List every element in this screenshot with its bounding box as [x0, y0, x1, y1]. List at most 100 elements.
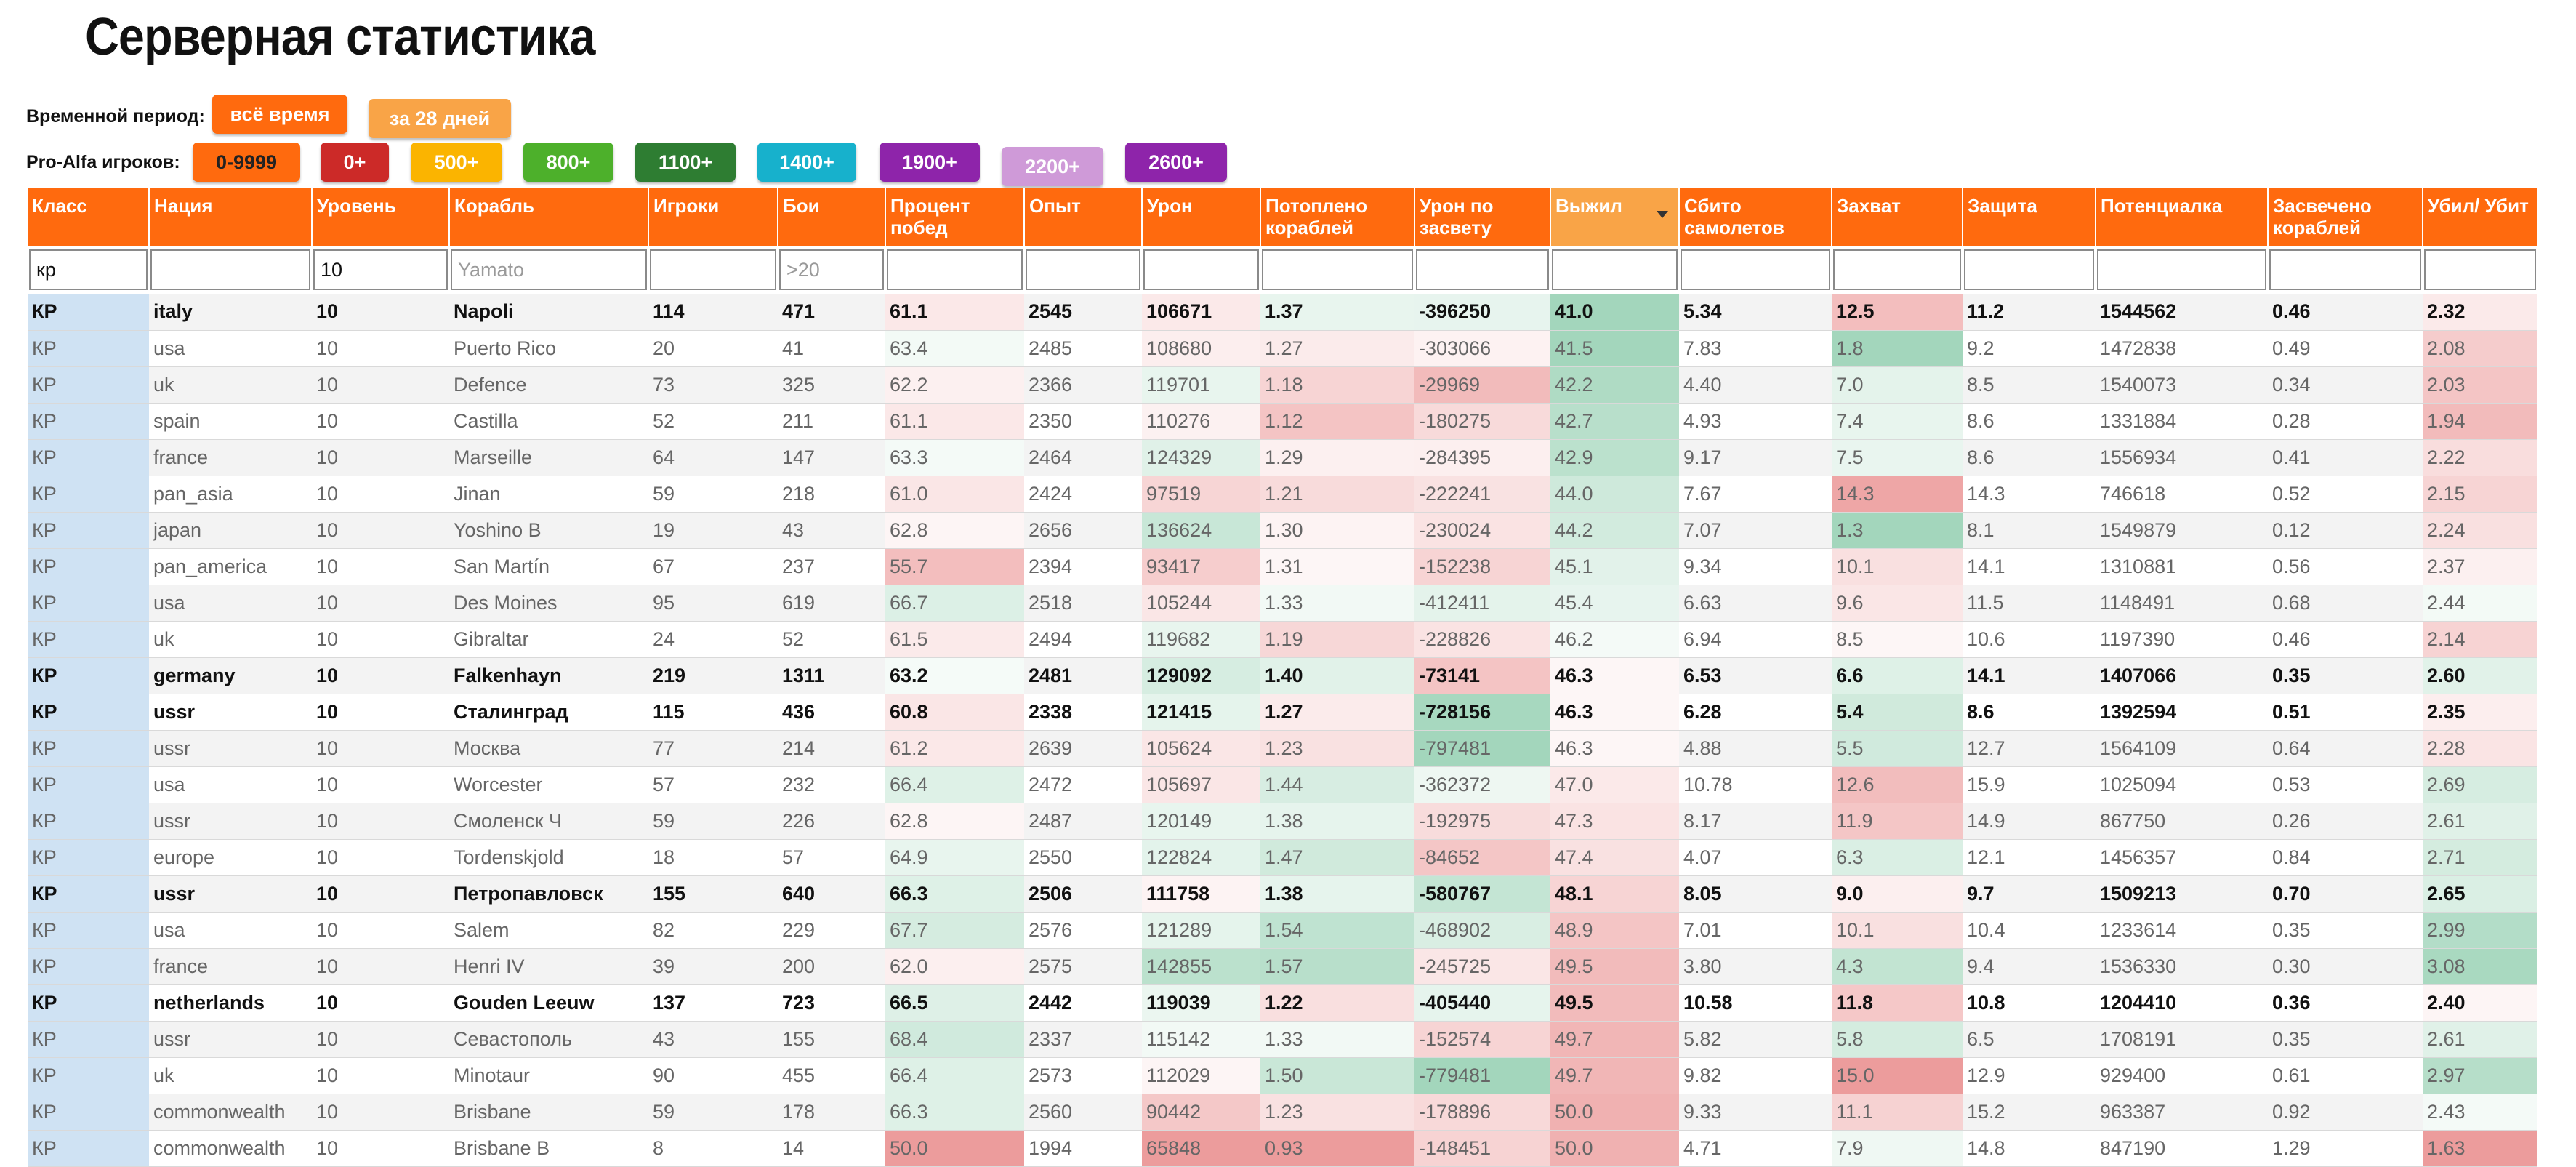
cell-potential: 1197390	[2096, 621, 2268, 658]
column-header-experience[interactable]: Опыт	[1024, 188, 1143, 246]
column-header-level[interactable]: Уровень	[312, 188, 450, 246]
cell-winrate: 62.8	[885, 803, 1024, 840]
table-row[interactable]: КР ussr 10 Сталинград 115 436 60.8 2338 121415 1.…	[28, 694, 2537, 731]
table-row[interactable]: КР ussr 10 Петропавловск 155 640 66.3 2506 11175…	[28, 875, 2537, 913]
column-header-class[interactable]: Класс	[28, 188, 150, 246]
proalfa-0plus-button[interactable]: 0+	[321, 143, 389, 182]
table-row[interactable]: КР spain 10 Castilla 52 211 61.1 2350 110276 1.12…	[28, 403, 2537, 440]
table-row[interactable]: КР italy 10 Napoli 114 471 61.1 2545 106671 1.37-…	[28, 294, 2537, 331]
filter-class-input[interactable]	[29, 249, 148, 290]
cell-level: 10	[312, 294, 449, 331]
filter-ship-input[interactable]	[451, 249, 647, 290]
column-header-capture[interactable]: Захват	[1832, 188, 1963, 246]
filter-spotted-input[interactable]	[2269, 249, 2421, 290]
table-row[interactable]: КР pan_asia 10 Jinan 59 218 61.0 2424 97519 1.21-…	[28, 476, 2537, 513]
column-header-ship[interactable]: Корабль	[449, 188, 649, 246]
period-all-time-button[interactable]: всё время	[212, 95, 347, 134]
table-row[interactable]: КР ussr 10 Москва 77 214 61.2 2639 105624 1.23 -79…	[28, 730, 2537, 767]
column-header-potential[interactable]: Потенциалка	[2096, 188, 2269, 246]
proalfa-0-9999-button[interactable]: 0-9999	[193, 143, 300, 182]
cell-players: 8	[648, 1130, 778, 1167]
filter-capture-input[interactable]	[1833, 249, 1961, 290]
period-28-days-button[interactable]: за 28 дней	[369, 99, 511, 138]
proalfa-1900plus-button[interactable]: 1900+	[880, 143, 980, 182]
table-row[interactable]: КР usa 10 Salem 82 229 67.7 2576 121289 1.54 -4689…	[28, 912, 2537, 949]
cell-defense: 8.5	[1963, 366, 2096, 404]
table-row[interactable]: КР japan 10 Yoshino B 19 43 62.8 2656 136624 1.30…	[28, 512, 2537, 549]
cell-defense: 9.4	[1963, 948, 2096, 985]
filter-players-input[interactable]	[650, 249, 776, 290]
column-header-spotting-damage[interactable]: Урон по засвету	[1414, 188, 1551, 246]
cell-winrate: 66.3	[885, 875, 1024, 913]
column-header-planes[interactable]: Сбито самолетов	[1679, 188, 1832, 246]
table-row[interactable]: КР uk 10 Minotaur 90 455 66.4 2573 112029 1.50 -77…	[28, 1057, 2537, 1094]
filter-row	[28, 246, 2537, 294]
column-header-spotted[interactable]: Засвечено кораблей	[2268, 188, 2423, 246]
table-row[interactable]: КР ussr 10 Севастополь 43 155 68.4 2337 115142 1.…	[28, 1021, 2537, 1058]
header-row: Класс Нация Уровень Корабль Игроки Бои П…	[28, 188, 2538, 246]
cell-survived: 49.5	[1550, 948, 1679, 985]
proalfa-1100plus-button[interactable]: 1100+	[635, 143, 736, 182]
filter-battles-input[interactable]	[779, 249, 884, 290]
table-row[interactable]: КР commonwealth 10 Brisbane B 8 14 50.0 1994 658…	[28, 1130, 2537, 1167]
cell-winrate: 66.7	[885, 585, 1024, 622]
cell-winrate: 62.0	[885, 948, 1024, 985]
column-header-damage[interactable]: Урон	[1142, 188, 1261, 246]
filter-nation-input[interactable]	[150, 249, 310, 290]
column-header-battles[interactable]: Бои	[778, 188, 886, 246]
cell-spotting-damage: -303066	[1414, 330, 1550, 367]
proalfa-2600plus-button[interactable]: 2600+	[1125, 143, 1227, 182]
table-row[interactable]: КР commonwealth 10 Brisbane 59 178 66.3 2560 904…	[28, 1094, 2537, 1131]
cell-nation: commonwealth	[149, 1130, 312, 1167]
table-row[interactable]: КР uk 10 Defence 73 325 62.2 2366 119701 1.18 -299…	[28, 366, 2537, 404]
cell-ship: Петропавловск	[449, 875, 648, 913]
table-row[interactable]: КР france 10 Marseille 64 147 63.3 2464 124329 1.…	[28, 439, 2537, 476]
filter-winrate-input[interactable]	[887, 249, 1023, 290]
filter-survived-input[interactable]	[1552, 249, 1678, 290]
table-row[interactable]: КР europe 10 Tordenskjold 18 57 64.9 2550 122824…	[28, 839, 2537, 876]
proalfa-2200plus-button[interactable]: 2200+	[1002, 147, 1103, 186]
cell-frags: 1.38	[1260, 803, 1414, 840]
cell-potential: 1509213	[2096, 875, 2268, 913]
filter-kd-input[interactable]	[2424, 249, 2536, 290]
cell-defense: 10.8	[1963, 984, 2096, 1022]
filter-planes-input[interactable]	[1681, 249, 1830, 290]
filter-frags-input[interactable]	[1262, 249, 1413, 290]
table-row[interactable]: КР netherlands 10 Gouden Leeuw 137 723 66.5 244…	[28, 984, 2537, 1022]
table-row[interactable]: КР usa 10 Worcester 57 232 66.4 2472 105697 1.44-…	[28, 766, 2537, 803]
column-header-frags[interactable]: Потоплено кораблей	[1260, 188, 1415, 246]
cell-frags: 1.38	[1260, 875, 1414, 913]
column-header-defense[interactable]: Защита	[1963, 188, 2096, 246]
cell-winrate: 63.2	[885, 657, 1024, 694]
filter-level-input[interactable]	[313, 249, 448, 290]
filter-potential-input[interactable]	[2097, 249, 2266, 290]
table-row[interactable]: КР uk 10 Gibraltar 24 52 61.5 2494 119682 1.19 -22…	[28, 621, 2537, 658]
column-header-kd[interactable]: Убил/ Убит	[2423, 188, 2538, 246]
table-row[interactable]: КР ussr 10 Смоленск Ч 59 226 62.8 2487 120149 1.3…	[28, 803, 2537, 840]
proalfa-500plus-button[interactable]: 500+	[411, 143, 502, 182]
column-header-survived[interactable]: Выжил	[1550, 188, 1680, 246]
cell-players: 90	[648, 1057, 778, 1094]
table-row[interactable]: КР pan_america 10 San Martín 67 237 55.7 2394 93…	[28, 548, 2537, 585]
table-row[interactable]: КР germany 10 Falkenhayn 219 1311 63.2 2481 1290…	[28, 657, 2537, 694]
filter-experience-input[interactable]	[1026, 249, 1140, 290]
cell-level: 10	[312, 621, 449, 658]
table-row[interactable]: КР usa 10 Des Moines 95 619 66.7 2518 105244 1.33…	[28, 585, 2537, 622]
table-row[interactable]: КР usa 10 Puerto Rico 20 41 63.4 2485 108680 1.27…	[28, 330, 2537, 367]
cell-spotting-damage: -362372	[1414, 766, 1550, 803]
proalfa-800plus-button[interactable]: 800+	[523, 143, 613, 182]
filter-spotting-damage-input[interactable]	[1416, 249, 1549, 290]
column-header-winrate[interactable]: Процент побед	[885, 188, 1025, 246]
cell-kd: 2.61	[2423, 803, 2537, 840]
table-body: КР italy 10 Napoli 114 471 61.1 2545 106671 1.37-…	[28, 294, 2537, 1167]
cell-potential: 1392594	[2096, 694, 2268, 731]
proalfa-1400plus-button[interactable]: 1400+	[757, 143, 856, 182]
column-header-players[interactable]: Игроки	[648, 188, 778, 246]
filter-damage-input[interactable]	[1143, 249, 1259, 290]
table-row[interactable]: КР france 10 Henri IV 39 200 62.0 2575 142855 1.5…	[28, 948, 2537, 985]
column-header-nation[interactable]: Нация	[149, 188, 313, 246]
cell-players: 20	[648, 330, 778, 367]
filter-defense-input[interactable]	[1964, 249, 2094, 290]
cell-planes: 3.80	[1679, 948, 1832, 985]
cell-class: КР	[28, 803, 149, 840]
